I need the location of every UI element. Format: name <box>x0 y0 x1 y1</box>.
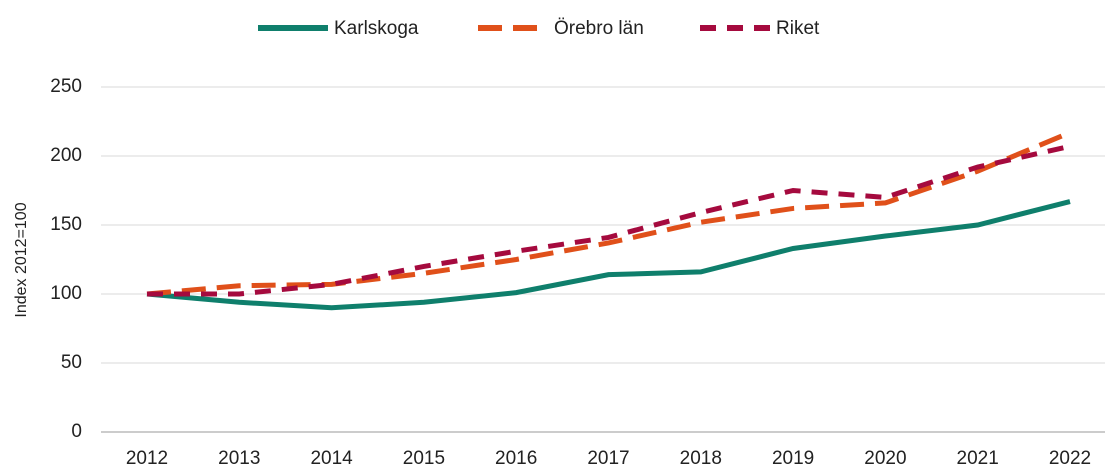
y-tick-label: 0 <box>71 421 82 442</box>
x-tick-label: 2018 <box>680 448 722 469</box>
y-tick-label: 150 <box>50 214 82 235</box>
y-tick-label: 250 <box>50 76 82 97</box>
legend-label: Karlskoga <box>334 18 419 39</box>
legend-label: Örebro län <box>554 18 644 39</box>
x-tick-label: 2015 <box>403 448 445 469</box>
x-tick-label: 2014 <box>310 448 353 469</box>
x-tick-label: 2019 <box>772 448 814 469</box>
series-line <box>146 199 1071 311</box>
x-tick-label: 2020 <box>864 448 906 469</box>
legend-label: Riket <box>776 18 820 39</box>
y-tick-label: 200 <box>50 145 82 166</box>
y-axis-label: Index 2012=100 <box>13 202 30 317</box>
series-line <box>147 143 1071 297</box>
x-tick-label: 2017 <box>587 448 629 469</box>
x-tick-label: 2016 <box>495 448 537 469</box>
x-tick-label: 2013 <box>218 448 260 469</box>
y-tick-label: 100 <box>50 283 82 304</box>
y-tick-label: 50 <box>61 352 82 373</box>
x-tick-label: 2021 <box>957 448 999 469</box>
x-tick-label: 2012 <box>126 448 168 469</box>
series-line <box>146 130 1071 297</box>
x-tick-label: 2022 <box>1049 448 1091 469</box>
